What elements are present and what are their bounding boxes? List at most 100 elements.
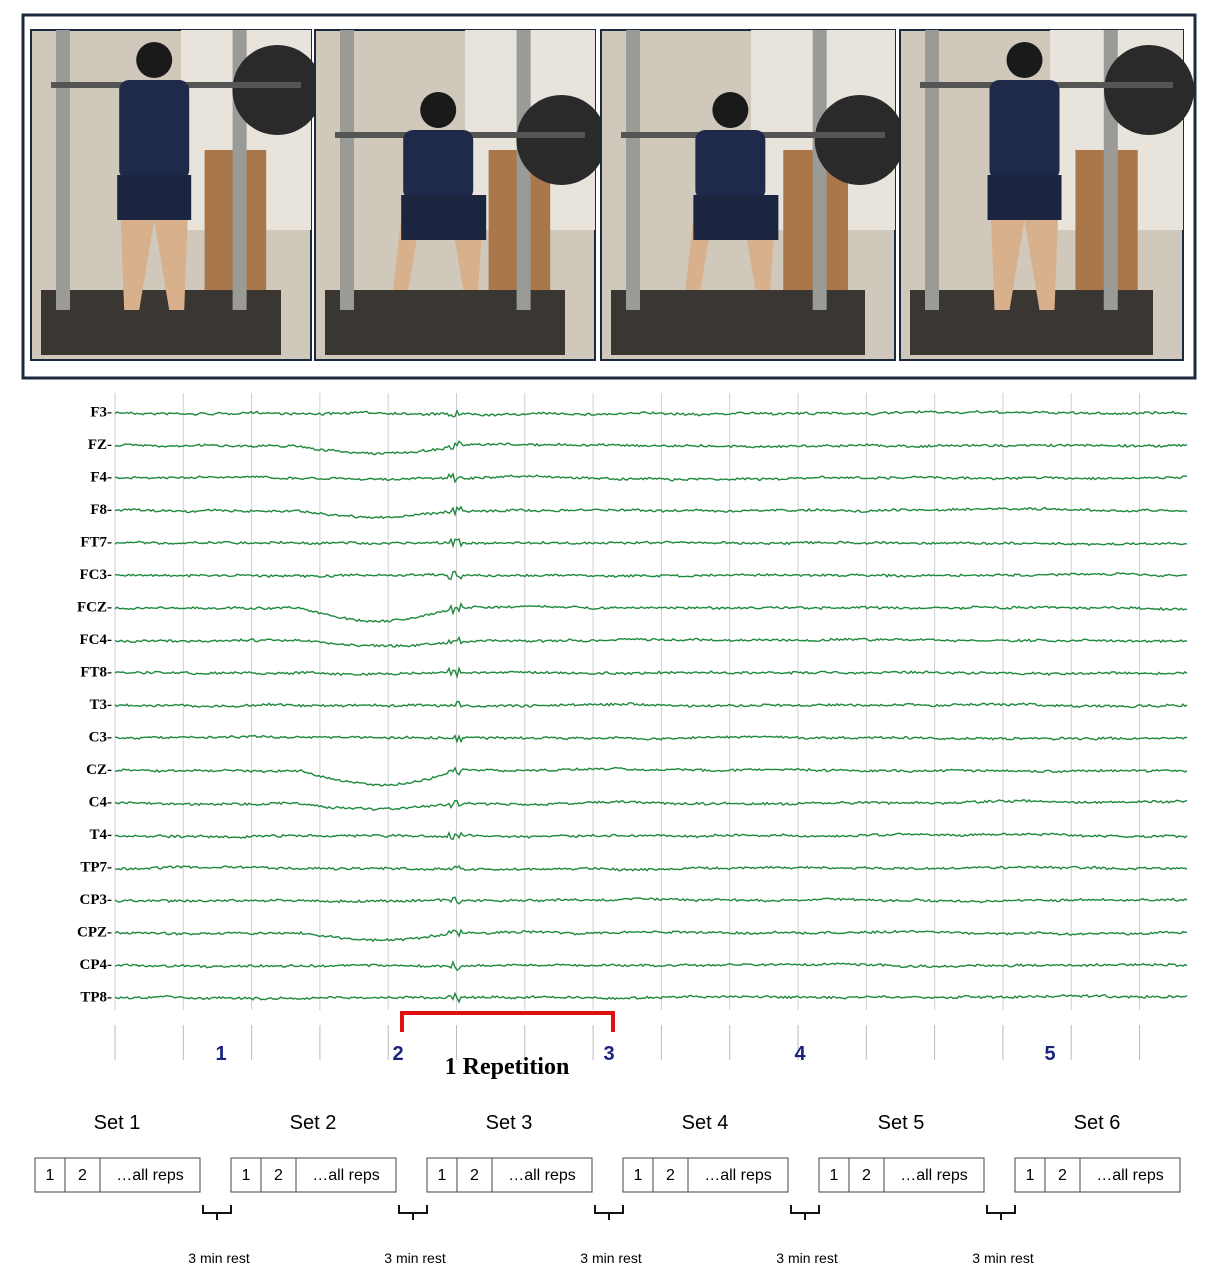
rep-cell-text: 1 <box>634 1167 643 1184</box>
torso <box>403 130 474 200</box>
rep-cell-text: 2 <box>274 1167 283 1184</box>
channel-label: F4- <box>90 469 112 485</box>
eeg-trace <box>114 440 1188 456</box>
eeg-trace <box>114 570 1188 580</box>
rest-label: 3 min rest <box>972 1250 1034 1266</box>
rest-bracket <box>986 1205 1016 1220</box>
shorts <box>117 175 192 220</box>
set-label: Set 3 <box>486 1112 533 1134</box>
eeg-trace <box>114 408 1188 418</box>
channel-label: CP3- <box>80 892 113 908</box>
eeg-panel: F3- FZ- F4- F8- FT7- FC3- FCZ- FC4- FT8- T3- C3- CZ… <box>77 393 1188 1080</box>
torso <box>695 130 766 200</box>
plate <box>1104 45 1195 135</box>
rep-cell-text: 1 <box>830 1167 839 1184</box>
repetition-bracket <box>400 1011 615 1032</box>
rep-cell <box>295 1157 397 1193</box>
channel-label: FZ- <box>88 437 112 453</box>
eeg-trace <box>114 959 1188 972</box>
rep-marker: 5 <box>1044 1043 1055 1065</box>
eeg-trace <box>114 734 1188 744</box>
shorts <box>987 175 1062 220</box>
eeg-trace <box>114 928 1188 943</box>
rest-bracket <box>594 1205 624 1220</box>
rep-cell-text: …all reps <box>1096 1167 1164 1184</box>
eeg-trace <box>114 472 1188 484</box>
channel-label: FT8- <box>80 664 112 680</box>
rep-marker: 2 <box>392 1043 403 1065</box>
rep-marker: 3 <box>603 1043 614 1065</box>
rep-cell-text: 2 <box>862 1167 871 1184</box>
channel-label: C4- <box>89 794 112 810</box>
shorts <box>693 195 779 240</box>
rest-label: 3 min rest <box>384 1250 446 1266</box>
rep-cell-text: 2 <box>1058 1167 1067 1184</box>
channel-label: FCZ- <box>77 599 112 615</box>
photo <box>600 29 905 361</box>
eeg-trace <box>114 700 1188 709</box>
channel-label: T4- <box>90 827 113 843</box>
protocol-diagram: Set 1 1 2 …all reps Set 2 1 2 …all reps Set 3 1 2 …… <box>34 1112 1181 1266</box>
rep-cell <box>687 1157 789 1193</box>
rack-post <box>56 30 70 310</box>
head <box>712 92 749 128</box>
channel-label: FT7- <box>80 534 112 550</box>
rack-post <box>340 30 354 310</box>
rep-cell-text: …all reps <box>508 1167 576 1184</box>
eeg-trace <box>114 666 1188 679</box>
eeg-trace <box>114 537 1188 549</box>
set-label: Set 2 <box>290 1112 337 1134</box>
set-label: Set 4 <box>682 1112 729 1134</box>
rep-cell <box>1079 1157 1181 1193</box>
photo-strip <box>30 29 1195 361</box>
head <box>136 42 173 78</box>
torso <box>989 80 1060 180</box>
photo <box>314 29 607 361</box>
eeg-trace <box>114 830 1188 841</box>
set-label: Set 1 <box>94 1112 141 1134</box>
channel-label: T3- <box>90 697 113 713</box>
channel-label: F8- <box>90 502 112 518</box>
eeg-trace <box>114 601 1188 623</box>
eeg-trace <box>114 799 1188 811</box>
rep-cell-text: 2 <box>470 1167 479 1184</box>
channel-label: TP8- <box>80 989 112 1005</box>
photo <box>899 29 1195 361</box>
rest-label: 3 min rest <box>580 1250 642 1266</box>
channel-label: TP7- <box>80 859 112 875</box>
rep-cell <box>883 1157 985 1193</box>
repetition-label: 1 Repetition <box>445 1054 570 1080</box>
set-label: Set 6 <box>1074 1112 1121 1134</box>
photo <box>30 29 323 361</box>
set-label: Set 5 <box>878 1112 925 1134</box>
rest-bracket <box>790 1205 820 1220</box>
rep-cell-text: …all reps <box>116 1167 184 1184</box>
rep-cell <box>64 1157 101 1193</box>
rep-marker: 4 <box>794 1043 806 1065</box>
rep-cell-text: 1 <box>46 1167 55 1184</box>
plate <box>814 95 905 185</box>
shorts <box>401 195 487 240</box>
rack-post <box>812 30 827 310</box>
eeg-trace <box>114 865 1188 872</box>
rep-cell <box>818 1157 850 1193</box>
rep-cell-text: 2 <box>666 1167 675 1184</box>
rest-label: 3 min rest <box>188 1250 250 1266</box>
rest-label: 3 min rest <box>776 1250 838 1266</box>
rep-cell <box>34 1157 66 1193</box>
plate <box>232 45 323 135</box>
channel-label: FC4- <box>80 632 113 648</box>
rep-cell <box>426 1157 458 1193</box>
channel-label: CP4- <box>80 957 113 973</box>
rep-cell <box>622 1157 654 1193</box>
rep-cell-text: 1 <box>1026 1167 1035 1184</box>
rep-cell <box>1014 1157 1046 1193</box>
rack-post <box>925 30 939 310</box>
plate <box>516 95 607 185</box>
eeg-trace <box>114 991 1188 1004</box>
rack-post <box>626 30 640 310</box>
rep-cell-text: …all reps <box>704 1167 772 1184</box>
rep-cell <box>456 1157 493 1193</box>
rest-bracket <box>202 1205 232 1220</box>
